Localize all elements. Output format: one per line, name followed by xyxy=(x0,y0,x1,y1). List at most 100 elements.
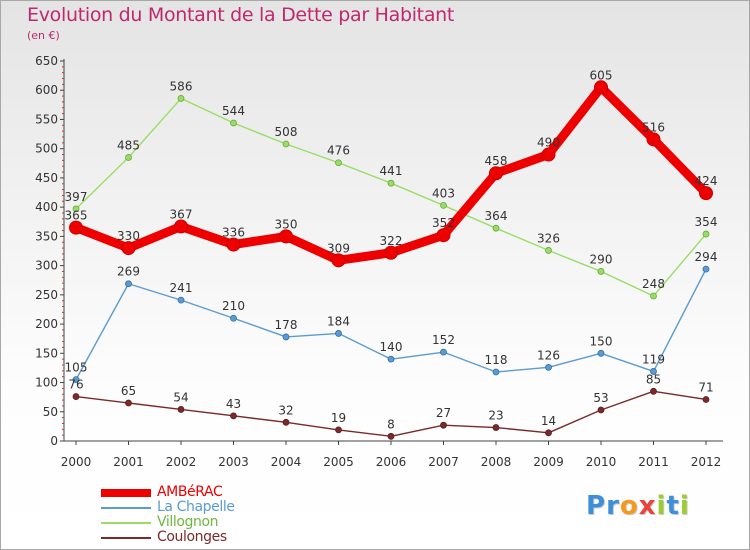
data-label: 53 xyxy=(593,391,608,405)
data-label: 544 xyxy=(222,104,245,118)
data-label: 241 xyxy=(170,281,193,295)
data-label: 364 xyxy=(485,209,508,223)
data-point-3 xyxy=(387,432,395,440)
x-tick-label: 2002 xyxy=(166,455,197,469)
data-label: 76 xyxy=(68,378,83,392)
data-label: 485 xyxy=(117,138,140,152)
data-point-1 xyxy=(650,368,657,375)
chart-title: Evolution du Montant de la Dette par Hab… xyxy=(27,4,455,26)
data-point-0 xyxy=(121,241,136,256)
data-point-3 xyxy=(335,426,342,434)
data-label: 152 xyxy=(432,333,455,347)
y-tick-label: 100 xyxy=(35,376,58,390)
data-label: 336 xyxy=(222,226,245,240)
chart-subtitle: (en €) xyxy=(27,29,60,42)
data-point-3 xyxy=(72,393,80,400)
data-point-2 xyxy=(72,205,80,213)
data-label: 516 xyxy=(642,120,665,134)
data-label: 23 xyxy=(488,409,503,423)
data-point-2 xyxy=(177,95,185,102)
data-point-0 xyxy=(384,245,398,260)
y-tick-label: 600 xyxy=(35,83,58,97)
data-label: 309 xyxy=(327,241,350,255)
data-label: 586 xyxy=(170,79,193,93)
data-point-0 xyxy=(646,132,661,147)
x-tick-label: 2010 xyxy=(586,455,617,469)
y-tick-label: 500 xyxy=(35,142,58,156)
legend-swatch xyxy=(101,488,151,497)
data-label: 27 xyxy=(436,406,451,420)
data-point-1 xyxy=(440,348,447,356)
data-label: 71 xyxy=(698,380,713,394)
data-point-1 xyxy=(72,376,80,384)
data-label: 184 xyxy=(327,314,350,328)
data-label: 294 xyxy=(695,250,718,264)
data-point-2 xyxy=(387,179,395,187)
x-tick-label: 2012 xyxy=(691,455,722,469)
x-tick-label: 2003 xyxy=(218,455,249,469)
data-point-1 xyxy=(177,296,185,304)
data-point-0 xyxy=(436,228,451,243)
data-label: 43 xyxy=(226,397,241,411)
data-label: 118 xyxy=(485,353,508,367)
data-point-3 xyxy=(492,424,500,431)
data-point-2 xyxy=(440,201,447,209)
data-point-3 xyxy=(440,421,447,429)
data-point-3 xyxy=(702,396,710,403)
data-point-1 xyxy=(702,265,710,273)
data-point-3 xyxy=(597,406,605,414)
data-label: 210 xyxy=(222,299,245,313)
data-point-3 xyxy=(230,412,237,420)
data-label: 352 xyxy=(432,216,455,230)
data-label: 330 xyxy=(117,229,140,243)
legend-swatch xyxy=(101,536,151,539)
data-label: 54 xyxy=(173,390,188,404)
y-tick-label: 300 xyxy=(35,259,58,273)
data-label: 150 xyxy=(590,334,613,348)
logo-letter: i xyxy=(656,491,667,521)
data-point-2 xyxy=(230,119,237,127)
data-label: 8 xyxy=(387,417,395,431)
logo-letter: o xyxy=(619,491,639,521)
logo-letter: P xyxy=(586,491,607,521)
data-label: 403 xyxy=(432,186,455,200)
y-tick-label: 350 xyxy=(35,229,58,243)
data-point-2 xyxy=(335,159,342,167)
data-point-0 xyxy=(594,80,608,95)
data-point-3 xyxy=(545,429,552,437)
data-point-3 xyxy=(282,418,290,426)
data-labels: 105 269 241 210 178 184 140 152 118 126 150 119 294 3… xyxy=(65,68,718,431)
axes: 0 50 100 150 200 250 300 350 400 450 500 550 600 650 2… xyxy=(35,54,723,469)
y-tick-label: 400 xyxy=(35,200,58,214)
data-point-0 xyxy=(541,147,556,162)
data-label: 269 xyxy=(117,265,140,279)
legend-label: AMBéRAC xyxy=(157,484,223,500)
y-tick-label: 200 xyxy=(35,317,58,331)
legend-label: Villognon xyxy=(157,514,219,530)
data-point-2 xyxy=(125,154,132,161)
legend-label: Coulonges xyxy=(157,529,227,545)
data-label: 178 xyxy=(275,318,298,332)
data-point-0 xyxy=(226,237,241,252)
x-tick-label: 2009 xyxy=(533,455,564,469)
data-point-0 xyxy=(699,186,713,201)
data-point-0 xyxy=(331,253,346,268)
data-point-3 xyxy=(125,399,132,407)
data-point-1 xyxy=(335,330,342,337)
data-label: 424 xyxy=(695,174,718,188)
legend-item: La Chapelle xyxy=(101,500,235,515)
y-tick-label: 150 xyxy=(35,346,58,360)
logo-letter: r xyxy=(606,491,620,521)
data-label: 248 xyxy=(642,277,665,291)
data-point-0 xyxy=(489,166,503,181)
data-point-1 xyxy=(387,355,395,363)
data-label: 397 xyxy=(65,190,88,204)
data-point-1 xyxy=(492,368,500,376)
data-point-1 xyxy=(282,333,290,341)
y-tick-label: 650 xyxy=(35,54,58,68)
logo-letter: t xyxy=(666,491,680,521)
data-point-2 xyxy=(492,224,500,232)
data-label: 14 xyxy=(541,414,556,428)
